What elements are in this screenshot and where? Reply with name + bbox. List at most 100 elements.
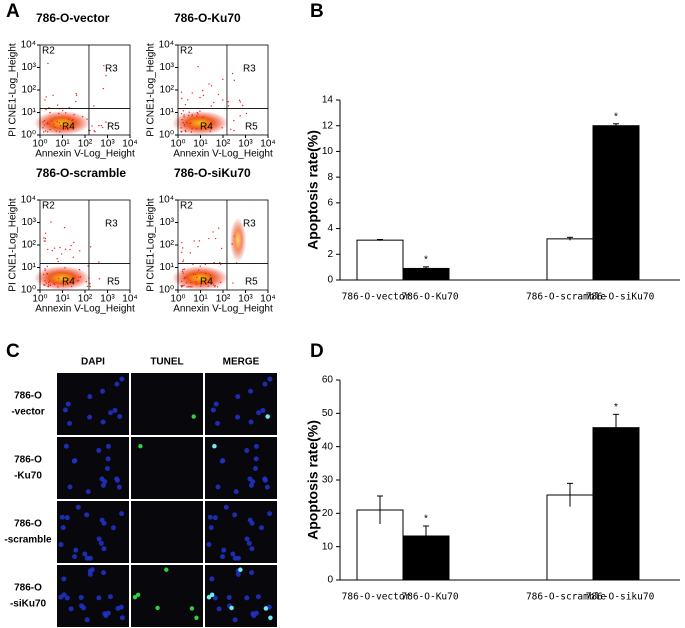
nucleus: [65, 401, 71, 407]
nucleus: [85, 489, 91, 495]
nucleus: [253, 456, 259, 462]
nucleus: [248, 419, 254, 425]
event-speck: [196, 115, 198, 117]
event-speck: [46, 131, 49, 133]
event-speck: [189, 285, 192, 288]
tunel-signal: [164, 567, 169, 572]
event-speck: [220, 263, 222, 266]
event-speck: [47, 285, 49, 288]
event-speck: [52, 94, 54, 97]
event-speck: [208, 83, 210, 85]
region-label: R2: [42, 46, 55, 57]
y-tick-label: 10⁴: [21, 40, 36, 51]
row-label: -siKu70: [10, 599, 47, 610]
event-speck: [202, 94, 205, 97]
nucleus: [114, 381, 120, 387]
event-speck: [56, 104, 59, 106]
event-speck: [181, 285, 184, 287]
event-speck: [45, 108, 47, 111]
event-speck: [211, 282, 214, 284]
event-speck: [212, 231, 214, 233]
event-speck: [98, 124, 100, 127]
x-tick-label: 10⁴: [122, 294, 137, 305]
event-speck: [183, 123, 186, 126]
event-speck: [190, 122, 192, 124]
event-speck: [108, 122, 110, 124]
event-speck: [191, 114, 194, 116]
nucleus: [110, 525, 116, 531]
micrograph: [57, 565, 129, 627]
event-speck: [91, 125, 93, 127]
event-speck: [210, 85, 213, 87]
event-cloud: [172, 266, 228, 290]
event-speck: [86, 285, 88, 288]
event-speck: [195, 280, 197, 283]
nucleus: [72, 554, 78, 560]
nucleus: [98, 540, 104, 546]
y-tick-label: 10³: [160, 217, 175, 228]
nucleus: [84, 617, 90, 623]
micrograph: [205, 565, 277, 627]
event-speck: [46, 272, 48, 275]
event-speck: [182, 110, 184, 112]
event-speck: [181, 270, 184, 273]
x-tick-label: 10⁰: [32, 294, 47, 305]
event-speck: [59, 246, 61, 249]
nucleus: [87, 568, 93, 574]
nucleus: [61, 592, 67, 598]
event-speck: [98, 261, 100, 263]
x-tick-label: 786-O-siku70: [586, 592, 655, 603]
x-tick-label: 10²: [216, 139, 231, 150]
nucleus: [119, 511, 125, 517]
y-axis-label: PI CNE1-Log_Height: [8, 43, 19, 137]
region-label: R4: [200, 277, 213, 288]
bar: [356, 239, 404, 281]
nucleus: [112, 407, 118, 413]
event-speck: [94, 130, 96, 133]
event-speck: [67, 118, 70, 121]
event-speck: [202, 89, 204, 92]
y-tick-label: 10⁰: [21, 285, 36, 296]
nucleus: [119, 615, 125, 621]
nucleus: [96, 536, 102, 542]
panel-label: D: [310, 341, 324, 362]
plot-title: 786-O-siKu70: [174, 166, 251, 180]
event-speck: [47, 122, 49, 124]
x-tick-label: 786-O-vector: [342, 592, 411, 603]
event-speck: [199, 265, 202, 267]
event-speck: [89, 285, 92, 288]
nucleus: [215, 420, 221, 426]
event-speck: [69, 248, 71, 251]
region-label: R5: [107, 122, 120, 133]
nucleus: [235, 394, 241, 400]
event-speck: [98, 278, 101, 280]
event-speck: [56, 258, 58, 260]
event-speck: [186, 286, 188, 288]
event-speck: [241, 104, 244, 107]
micrograph: [205, 501, 277, 563]
event-speck: [218, 227, 220, 229]
tunel-signal: [132, 594, 138, 600]
event-speck: [78, 276, 80, 278]
event-speck: [42, 127, 44, 129]
event-speck: [183, 268, 186, 270]
y-tick-label: 20: [322, 508, 334, 519]
event-speck: [86, 118, 88, 120]
event-speck: [245, 112, 248, 115]
y-tick-label: 8: [327, 172, 333, 183]
x-tick-label: 786-O-Ku70: [401, 292, 458, 303]
y-axis-label: PI CNE1-Log_Height: [8, 198, 19, 292]
nucleus: [256, 410, 262, 416]
event-speck: [93, 105, 95, 107]
event-speck: [185, 276, 188, 278]
tunel-signal: [209, 592, 215, 597]
nucleus: [247, 476, 253, 482]
y-tick-label: 40: [322, 441, 334, 452]
row-label: -vector: [11, 407, 44, 418]
region-label: R5: [107, 277, 120, 288]
event-speck: [195, 283, 198, 285]
event-cloud: [230, 218, 246, 262]
event-speck: [180, 280, 183, 283]
region-label: R4: [62, 277, 75, 288]
event-speck: [43, 284, 45, 286]
